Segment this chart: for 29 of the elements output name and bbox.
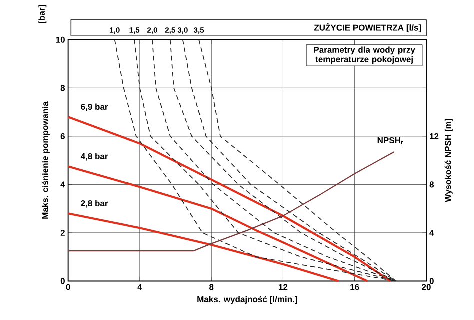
x-tick-label: 4 bbox=[138, 284, 142, 290]
x-tick-label: 12 bbox=[279, 284, 288, 290]
x-tick-label: 8 bbox=[209, 284, 214, 290]
x-tick-label: 20 bbox=[422, 284, 431, 290]
y2-tick-label: 0 bbox=[430, 278, 434, 284]
y-tick-label: 4 bbox=[60, 182, 66, 188]
series-label: 4,8 bar bbox=[80, 153, 108, 161]
y2-tick-label: 4 bbox=[430, 230, 434, 236]
line-series bbox=[67, 165, 368, 282]
series-label: 6,9 bar bbox=[81, 104, 108, 112]
y-tick-label: 6 bbox=[60, 133, 65, 140]
y-tick-label: 10 bbox=[56, 36, 65, 43]
x-axis-title: Maks. wydajność [l/min.] bbox=[198, 296, 298, 304]
text: ZUŻYCIE POWIETRZA [l/s] bbox=[314, 23, 422, 32]
text: [bar] bbox=[38, 5, 47, 24]
y-axis-title: Maks. ciśnienie pompowania bbox=[42, 102, 50, 219]
y2-tick-label: 8 bbox=[430, 182, 434, 188]
y2-tick-label: 12 bbox=[430, 133, 439, 140]
series-label: 2,8 bar bbox=[81, 200, 108, 208]
y-tick-label: 0 bbox=[60, 278, 65, 284]
series-label: NPSH$_{r}$ bbox=[378, 137, 404, 144]
line-series bbox=[68, 151, 395, 252]
x-tick-label: 0 bbox=[66, 284, 70, 290]
line-series bbox=[67, 212, 340, 282]
y-tick-label: 2 bbox=[60, 230, 65, 236]
y-tick-label: 8 bbox=[60, 85, 66, 92]
x-tick-label: 16 bbox=[350, 284, 360, 290]
annotation: Parametry dla wody przy temperaturze pokojowej bbox=[314, 46, 416, 64]
y2-axis-title: Wysokość NPSH [m] bbox=[444, 119, 453, 202]
